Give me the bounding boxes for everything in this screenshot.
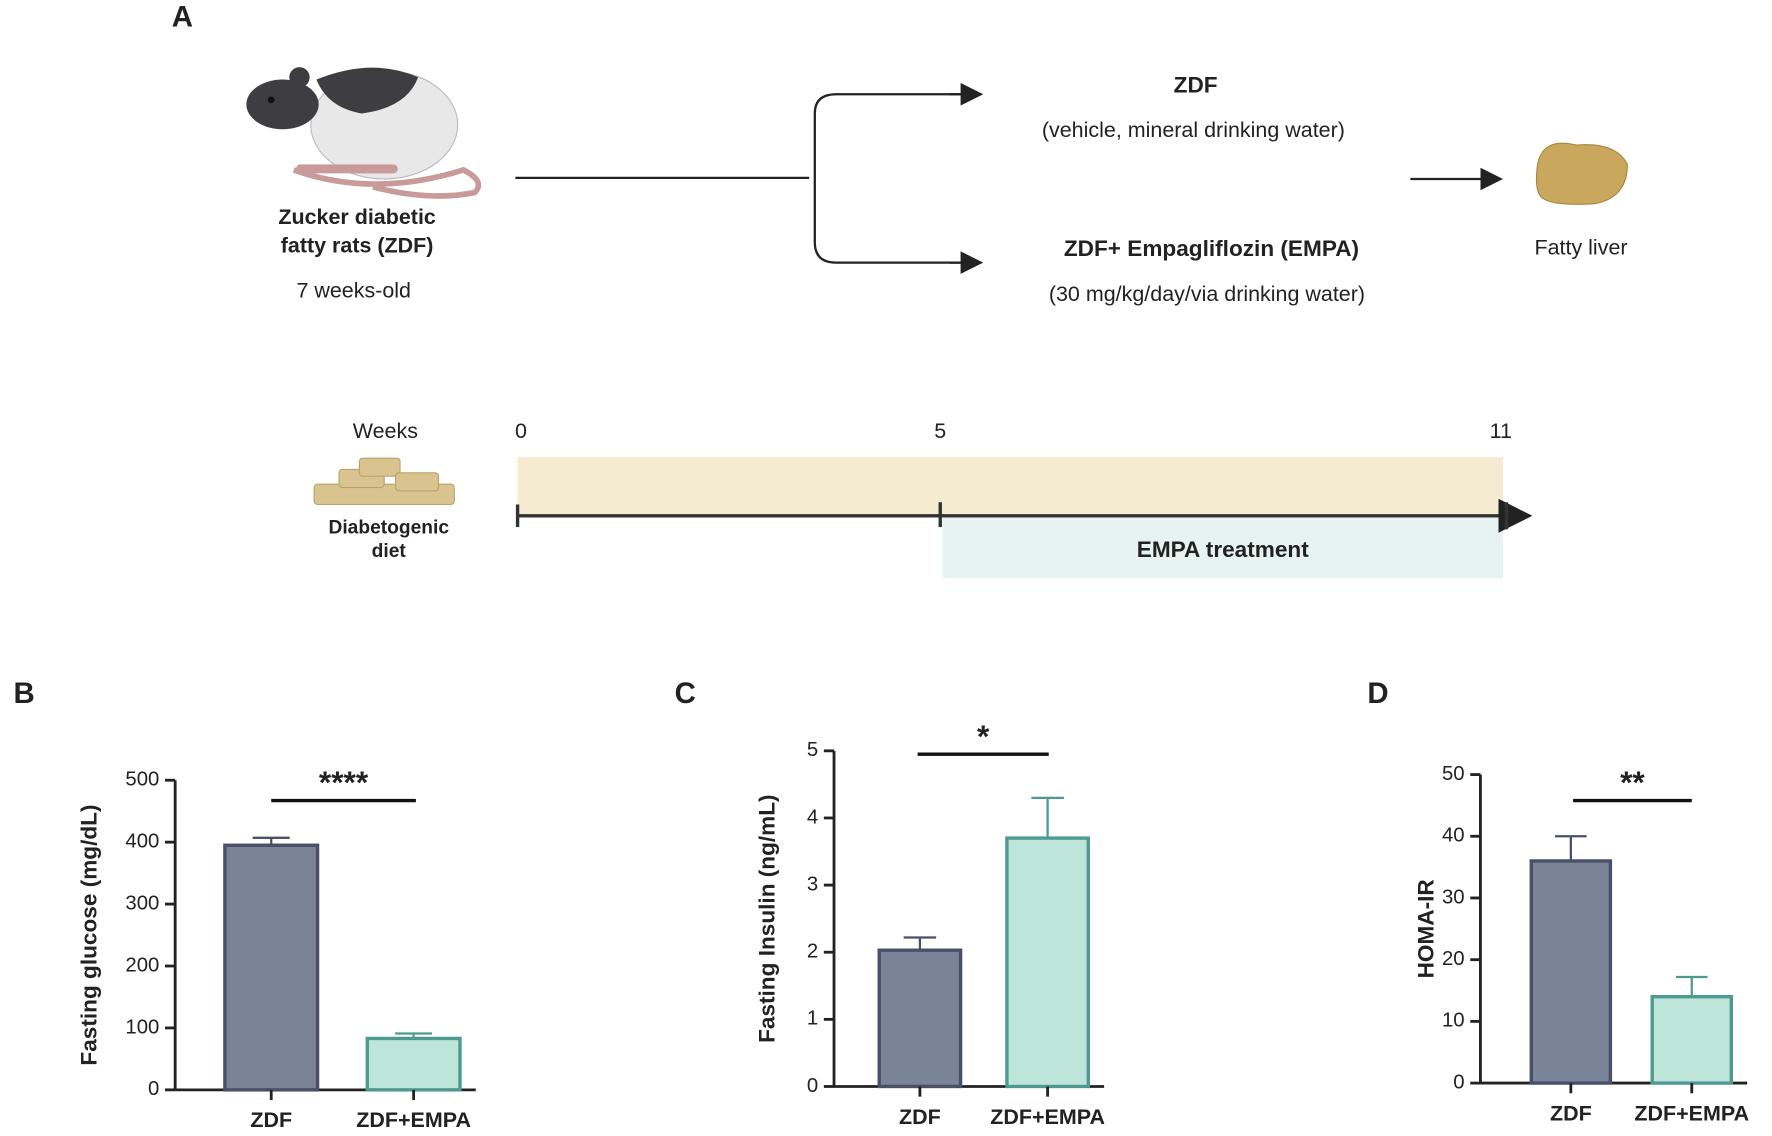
diet-period: [517, 457, 1504, 516]
pellets-icon: [313, 457, 455, 506]
y-tick-label: 10: [1442, 1010, 1465, 1032]
treatment-label: EMPA treatment: [1137, 537, 1309, 562]
y-tick-label: 4: [807, 806, 818, 828]
panel-label: B: [14, 677, 35, 710]
diet-label: Diabetogenic: [328, 517, 449, 538]
rat-title: fatty rats (ZDF): [281, 233, 434, 257]
y-tick-label: 50: [1442, 763, 1465, 785]
bar: [223, 843, 320, 1092]
y-tick-label: 1: [807, 1008, 818, 1030]
y-tick-label: 30: [1442, 886, 1465, 908]
timeline-axis: [515, 498, 1533, 533]
bar: [365, 1036, 462, 1092]
y-tick-label: 400: [125, 831, 159, 853]
y-tick-label: 0: [148, 1078, 159, 1100]
bar: [1529, 859, 1613, 1085]
panel-label: A: [172, 0, 193, 33]
treatment-period: [942, 518, 1504, 578]
bar: [877, 948, 963, 1089]
x-tick-label: ZDF: [250, 1108, 292, 1131]
bar: [1650, 995, 1734, 1085]
x-tick-label: ZDF: [1550, 1101, 1592, 1125]
y-tick-label: 200: [125, 954, 159, 976]
liver-icon: [1535, 142, 1628, 205]
y-tick-label: 100: [125, 1016, 159, 1038]
diet-label: diet: [372, 541, 407, 562]
rat-title: Zucker diabetic: [278, 205, 436, 229]
y-tick-label: 300: [125, 892, 159, 914]
rat-age: 7 weeks-old: [296, 279, 411, 303]
group-detail: (vehicle, mineral drinking water): [1042, 118, 1345, 142]
panel-label: C: [675, 677, 696, 710]
outcome-label: Fatty liver: [1534, 236, 1627, 260]
y-tick-label: 3: [807, 873, 818, 895]
group-detail: (30 mg/kg/day/via drinking water): [1049, 282, 1365, 306]
x-tick-label: ZDF+EMPA: [1634, 1101, 1749, 1125]
panel-label: D: [1367, 677, 1388, 710]
y-tick-label: 500: [125, 769, 159, 791]
y-tick-label: 40: [1442, 825, 1465, 847]
y-tick-label: 0: [1453, 1071, 1464, 1093]
group-title: ZDF+ Empagliflozin (EMPA): [1064, 236, 1359, 261]
y-tick-label: 2: [807, 941, 818, 963]
significance-label: **: [1620, 764, 1645, 800]
y-tick-label: 5: [807, 739, 818, 761]
timeline-tick: 5: [934, 419, 946, 443]
branch-arrows: [515, 82, 1504, 274]
y-tick-label: 20: [1442, 948, 1465, 970]
y-axis-label: Fasting glucose (mg/dL): [76, 804, 101, 1065]
timeline-tick: 0: [515, 419, 527, 443]
significance-label: ****: [319, 764, 369, 800]
rat-icon: [246, 67, 482, 199]
y-axis-label: Fasting Insulin (ng/mL): [754, 794, 779, 1043]
y-tick-label: 0: [807, 1075, 818, 1097]
bar: [1005, 836, 1090, 1089]
group-title: ZDF: [1174, 72, 1218, 97]
timeline-tick: 11: [1490, 419, 1512, 443]
x-tick-label: ZDF+EMPA: [356, 1108, 471, 1131]
y-axis-label: HOMA-IR: [1413, 879, 1438, 978]
timeline-unit: Weeks: [353, 419, 418, 443]
x-tick-label: ZDF+EMPA: [990, 1105, 1105, 1129]
x-tick-label: ZDF: [899, 1105, 941, 1129]
significance-label: *: [977, 718, 990, 754]
